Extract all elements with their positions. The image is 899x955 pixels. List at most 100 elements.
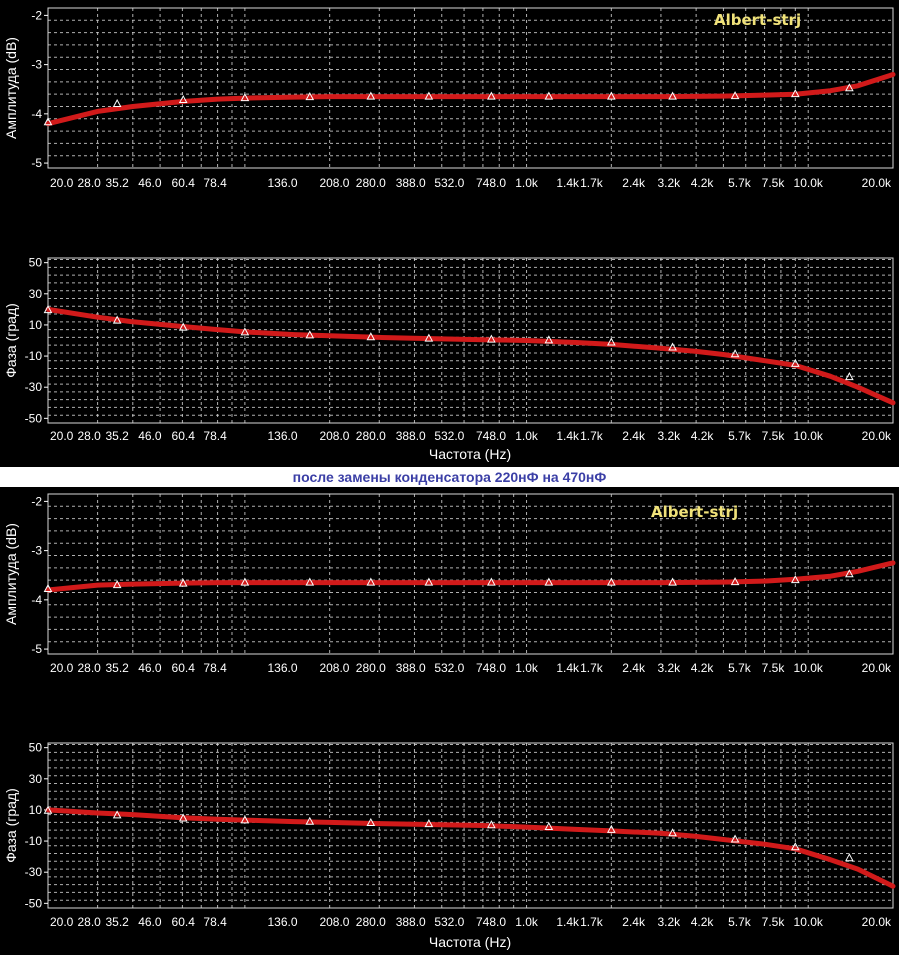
chart0-marker — [178, 95, 188, 104]
chart0-frame — [47, 7, 894, 169]
chart0-xtick-label: 748.0 — [476, 176, 506, 190]
chart2-marker — [487, 577, 496, 586]
chart2-ylabel: Амплитуда (dB) — [3, 523, 19, 625]
top-chart-svg: -2-3-4-520.0 28.0 35.2 46.0 60.4 78.4 136.0 208… — [3, 7, 896, 462]
chart1-marker — [178, 322, 188, 331]
chart1-xtick-label: 35.2 — [105, 429, 129, 443]
chart1-xtick-label: 1.0k — [515, 429, 539, 443]
chart2-xtick-label: 1.0k — [515, 661, 539, 675]
chart2-xtick-label: 532.0 — [434, 661, 464, 675]
chart2-xtick-label: 1.7k — [580, 661, 604, 675]
chart3-ylabel: Фаза (град) — [3, 788, 19, 863]
chart3-marker — [606, 824, 616, 833]
chart2-xtick-label: 20.0k — [862, 661, 892, 675]
chart0-xtick-label: 7.5k — [762, 176, 786, 190]
chart3-marker — [845, 853, 854, 862]
chart2-marker — [112, 580, 122, 589]
chart3-marker — [240, 815, 250, 824]
chart3-marker — [305, 816, 315, 825]
chart2-marker — [790, 575, 800, 584]
chart1-xtick-label: 60.4 — [172, 429, 196, 443]
chart0-xtick-label: 10.0k — [794, 176, 824, 190]
chart3-xtick-label: 1.0k — [515, 915, 539, 929]
top-chart-block: -2 -3 -4 -5 20.0 28.0 35.2 46.0 60.4 78.4 136.0 208… — [0, 0, 899, 467]
chart3-marker — [43, 805, 53, 814]
chart2-xtick-label: 208.0 — [319, 661, 349, 675]
chart2-ytick-label: -5 — [31, 642, 42, 656]
chart3-ytick-label: -30 — [25, 865, 43, 879]
chart3-xtick-label: 5.7k — [728, 915, 752, 929]
caption-band — [0, 467, 899, 487]
chart0-marker — [305, 92, 315, 101]
chart3-xtick-label: 208.0 — [319, 915, 349, 929]
chart0-xtick-label: 20.0k — [862, 176, 892, 190]
chart2-ytick-label: -4 — [31, 593, 42, 607]
chart1-marker — [112, 315, 122, 324]
bottom-chart-svg: -2-3-4-520.0 28.0 35.2 46.0 60.4 78.4 136.0 208… — [3, 493, 896, 950]
chart0-marker — [845, 83, 854, 92]
chart1-ylabel: Фаза (град) — [3, 303, 19, 378]
chart1-marker — [487, 334, 496, 343]
chart2-marker — [240, 577, 250, 586]
chart0-series-line — [45, 72, 896, 127]
chart3-ytick-label: 30 — [29, 772, 43, 786]
chart2-xtick-label: 748.0 — [476, 661, 506, 675]
chart1-marker — [730, 349, 740, 358]
chart0-marker — [240, 93, 250, 102]
chart0-xtick-label: 35.2 — [105, 176, 129, 190]
chart1-ytick-label: 10 — [29, 318, 43, 332]
chart2-frame — [47, 493, 894, 655]
chart1-xtick-label: 388.0 — [396, 429, 426, 443]
chart1-xtick-label: 280.0 — [356, 429, 386, 443]
chart3-ytick-label: -10 — [25, 834, 43, 848]
chart2-marker — [730, 577, 740, 586]
chart1-xtick-label: 1.4k — [556, 429, 580, 443]
chart1-xtick-label: 1.7k — [580, 429, 604, 443]
chart2-marker — [305, 577, 315, 586]
chart3-plot: 50 30 10 -10 -30 -50 20.0 28.0 35.2 46.0 60.4 78.4 1… — [3, 741, 896, 950]
chart1-xtick-label: 20.0k — [862, 429, 892, 443]
chart1-xtick-label: 5.7k — [728, 429, 752, 443]
chart3-xtick-label: 136.0 — [267, 915, 297, 929]
chart1-series-line — [45, 306, 896, 406]
chart2-xtick-label: 35.2 — [105, 661, 129, 675]
chart2-ytick-label: -3 — [31, 544, 42, 558]
chart3-xtick-label: 10.0k — [794, 915, 824, 929]
chart0-ylabel: Амплитуда (dB) — [3, 37, 19, 139]
chart2-xtick-label: 60.4 — [172, 661, 196, 675]
bottom-chart-block: -2 -3 -4 -5 20.0 28.0 35.2 46.0 60.4 78.4 136.0 208… — [0, 487, 899, 955]
chart1-ytick-label: -30 — [25, 380, 43, 394]
chart3-marker — [487, 820, 496, 829]
chart2-marker — [424, 577, 434, 586]
chart2-xtick-label: 280.0 — [356, 661, 386, 675]
chart2-xtick-label: 78.4 — [203, 661, 227, 675]
chart1-xtick-label: 136.0 — [267, 429, 297, 443]
chart1-marker — [43, 305, 53, 314]
chart3-ytick-label: 50 — [29, 741, 43, 755]
chart3-xtick-label: 3.2k — [657, 915, 681, 929]
chart2-xtick-label: 4.2k — [691, 661, 715, 675]
chart3-xtick-label: 20.0 — [50, 915, 74, 929]
chart1-marker — [305, 330, 315, 339]
chart3-marker — [790, 842, 800, 851]
chart2-xtick-label: 3.2k — [657, 661, 681, 675]
chart1-xtick-label: 748.0 — [476, 429, 506, 443]
chart0-xtick-label: 1.7k — [580, 176, 604, 190]
chart0-xtick-label: 3.2k — [657, 176, 681, 190]
chart2-ytick-label: -2 — [31, 494, 42, 508]
chart1-xtick-label: 4.2k — [691, 429, 715, 443]
chart0-xtick-label: 20.0 — [50, 176, 74, 190]
chart3-xtick-label: 35.2 — [105, 915, 129, 929]
chart0-xtick-label: 60.4 — [172, 176, 196, 190]
chart1-marker — [845, 372, 854, 381]
chart1-marker — [424, 333, 434, 342]
chart2-plot: -2 -3 -4 -5 20.0 28.0 35.2 46.0 60.4 78.4 136.0 208… — [3, 493, 896, 675]
chart1-xtick-label: 10.0k — [794, 429, 824, 443]
chart1-ytick-label: -10 — [25, 349, 43, 363]
chart3-xtick-label: 7.5k — [762, 915, 786, 929]
chart2-xtick-label: 46.0 — [138, 661, 162, 675]
chart2-series-line — [45, 560, 896, 593]
chart3-xtick-label: 78.4 — [203, 915, 227, 929]
chart0-marker — [366, 91, 376, 100]
chart3-xtick-label: 20.0k — [862, 915, 892, 929]
